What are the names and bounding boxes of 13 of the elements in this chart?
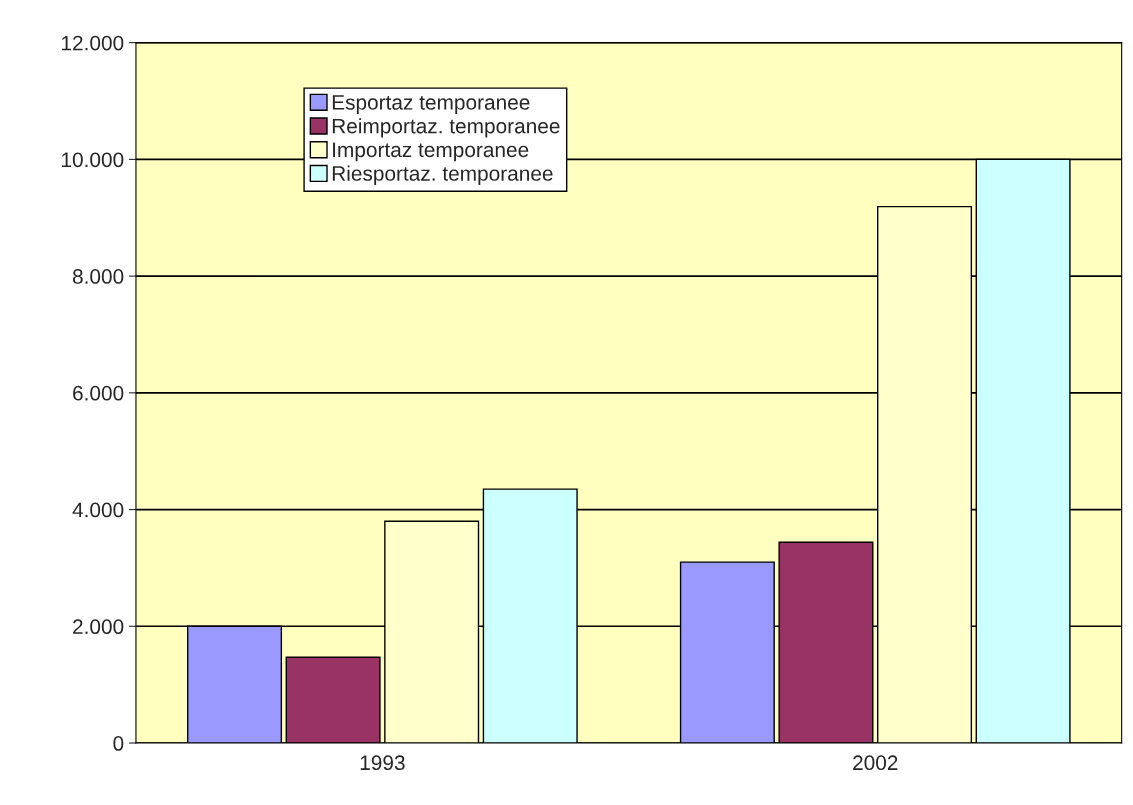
- legend-label: Esportaz temporanee: [332, 95, 530, 114]
- x-tick-label: 2002: [853, 755, 898, 771]
- y-tick-label: 0: [113, 736, 124, 751]
- legend-label: Importaz temporanee: [333, 142, 529, 162]
- y-tick-label: 8.000: [72, 269, 124, 284]
- y-tick-label: 2.000: [73, 619, 124, 635]
- y-tick-label: 4.000: [72, 502, 124, 518]
- y-tick-label: 6.000: [73, 385, 124, 401]
- legend-label: Riesportaz. temporanee: [332, 165, 553, 185]
- legend-label: Reimportaz. temporanee: [332, 118, 560, 138]
- y-tick-label: 10.000: [62, 152, 124, 168]
- y-tick-label: 12.000: [62, 35, 124, 51]
- x-tick-label: 1993: [360, 755, 405, 771]
